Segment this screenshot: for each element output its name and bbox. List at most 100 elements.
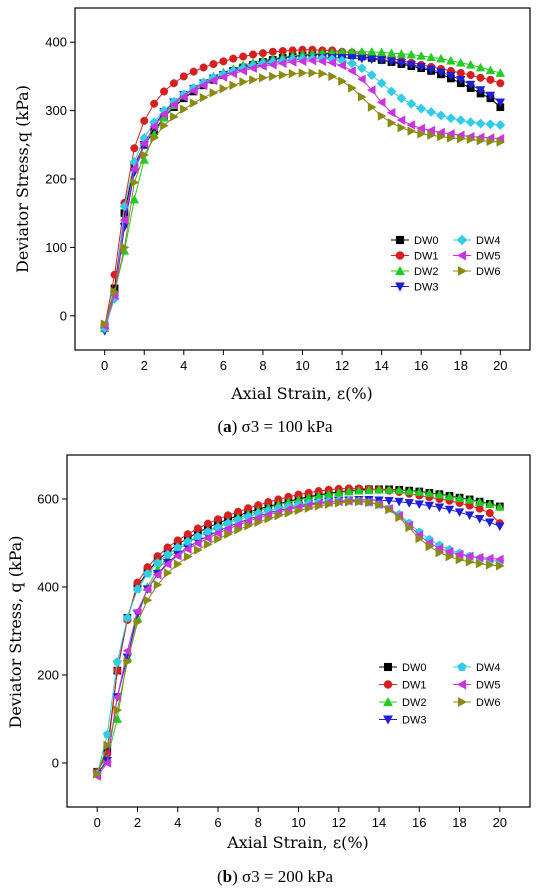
data-point [446, 71, 456, 81]
data-point [284, 508, 294, 518]
data-point [475, 62, 486, 72]
x-tick-label: 16 [412, 815, 426, 830]
legend-item-DW3: DW3 [379, 715, 426, 727]
data-point [366, 46, 377, 56]
data-point [436, 53, 446, 63]
data-point [484, 518, 495, 528]
data-point [122, 646, 132, 656]
data-point [484, 553, 494, 564]
data-point [159, 109, 168, 119]
data-point [103, 740, 113, 751]
data-point [113, 705, 123, 715]
legend-label: DW3 [402, 715, 426, 727]
x-tick-label: 6 [220, 358, 227, 373]
x-axis-label-a: Axial Strain, ε(%) [230, 384, 373, 403]
data-point [239, 77, 248, 87]
data-point [366, 69, 377, 81]
data-point [465, 80, 476, 90]
data-point [234, 525, 243, 535]
data-point [249, 75, 258, 85]
series-group-b [92, 484, 505, 781]
data-point [229, 54, 238, 63]
data-point [193, 538, 202, 549]
data-point [287, 57, 297, 67]
x-tick-label: 4 [174, 815, 181, 830]
data-point [375, 499, 384, 510]
data-point [143, 569, 152, 578]
data-point [434, 503, 445, 513]
data-point [417, 129, 427, 139]
data-point [337, 60, 346, 71]
data-point [474, 497, 485, 506]
x-tick-label: 20 [493, 815, 507, 830]
data-point [173, 542, 183, 552]
x-tick-label: 8 [255, 815, 262, 830]
data-point [308, 68, 318, 78]
data-point [385, 504, 394, 515]
data-point [495, 502, 505, 511]
data-point [122, 653, 133, 663]
data-point [112, 657, 122, 666]
data-point [354, 485, 364, 495]
data-point [414, 487, 425, 496]
data-point [298, 68, 308, 78]
legend-label: DW3 [414, 282, 438, 294]
legend-item-DW5: DW5 [453, 680, 500, 692]
data-point [437, 131, 446, 142]
data-point [396, 115, 406, 125]
data-point [162, 559, 172, 569]
legend-item-DW4: DW4 [453, 662, 500, 674]
data-point [120, 242, 130, 253]
data-point [160, 120, 169, 131]
series-DW1 [93, 484, 504, 776]
legend-marker [383, 715, 393, 725]
data-point [405, 522, 415, 533]
data-point [238, 66, 248, 76]
data-point [495, 119, 506, 130]
data-point [455, 115, 466, 126]
data-point [248, 63, 257, 73]
data-point [364, 485, 374, 495]
data-point [465, 557, 475, 567]
data-point [424, 488, 435, 498]
data-point [178, 92, 188, 102]
data-point [376, 97, 386, 108]
legend-label: DW6 [476, 266, 500, 278]
data-point [228, 68, 238, 79]
data-point [475, 118, 486, 129]
data-point [416, 123, 426, 134]
legend-marker [456, 234, 468, 246]
data-point [397, 122, 407, 133]
x-tick-label: 2 [141, 358, 148, 373]
y-tick-label: 100 [45, 240, 67, 255]
y-tick-label: 200 [37, 668, 59, 683]
data-point [229, 80, 239, 91]
caption-label-a: a [223, 417, 232, 436]
data-point [465, 117, 476, 128]
y-axis-label-b: Deviator Stress, q (kPa) [6, 536, 25, 729]
data-point [416, 62, 426, 72]
data-point [203, 533, 212, 543]
series-group-a [99, 45, 506, 336]
data-point [163, 568, 173, 578]
data-point [179, 72, 188, 81]
data-point [485, 560, 495, 570]
data-point [464, 495, 475, 504]
data-point [475, 86, 486, 95]
y-axis-label-a: Deviator Stress,q (kPa) [13, 85, 32, 273]
legend-label: DW2 [402, 697, 426, 709]
data-point [348, 83, 357, 93]
data-point [436, 68, 446, 78]
data-point [427, 130, 436, 140]
data-point [394, 485, 404, 495]
data-point [149, 121, 158, 132]
legend-item-DW0: DW0 [379, 662, 426, 674]
x-tick-label: 6 [214, 815, 221, 830]
data-point [189, 67, 198, 76]
data-point [209, 60, 218, 69]
data-point [140, 150, 150, 160]
data-point [456, 75, 466, 85]
